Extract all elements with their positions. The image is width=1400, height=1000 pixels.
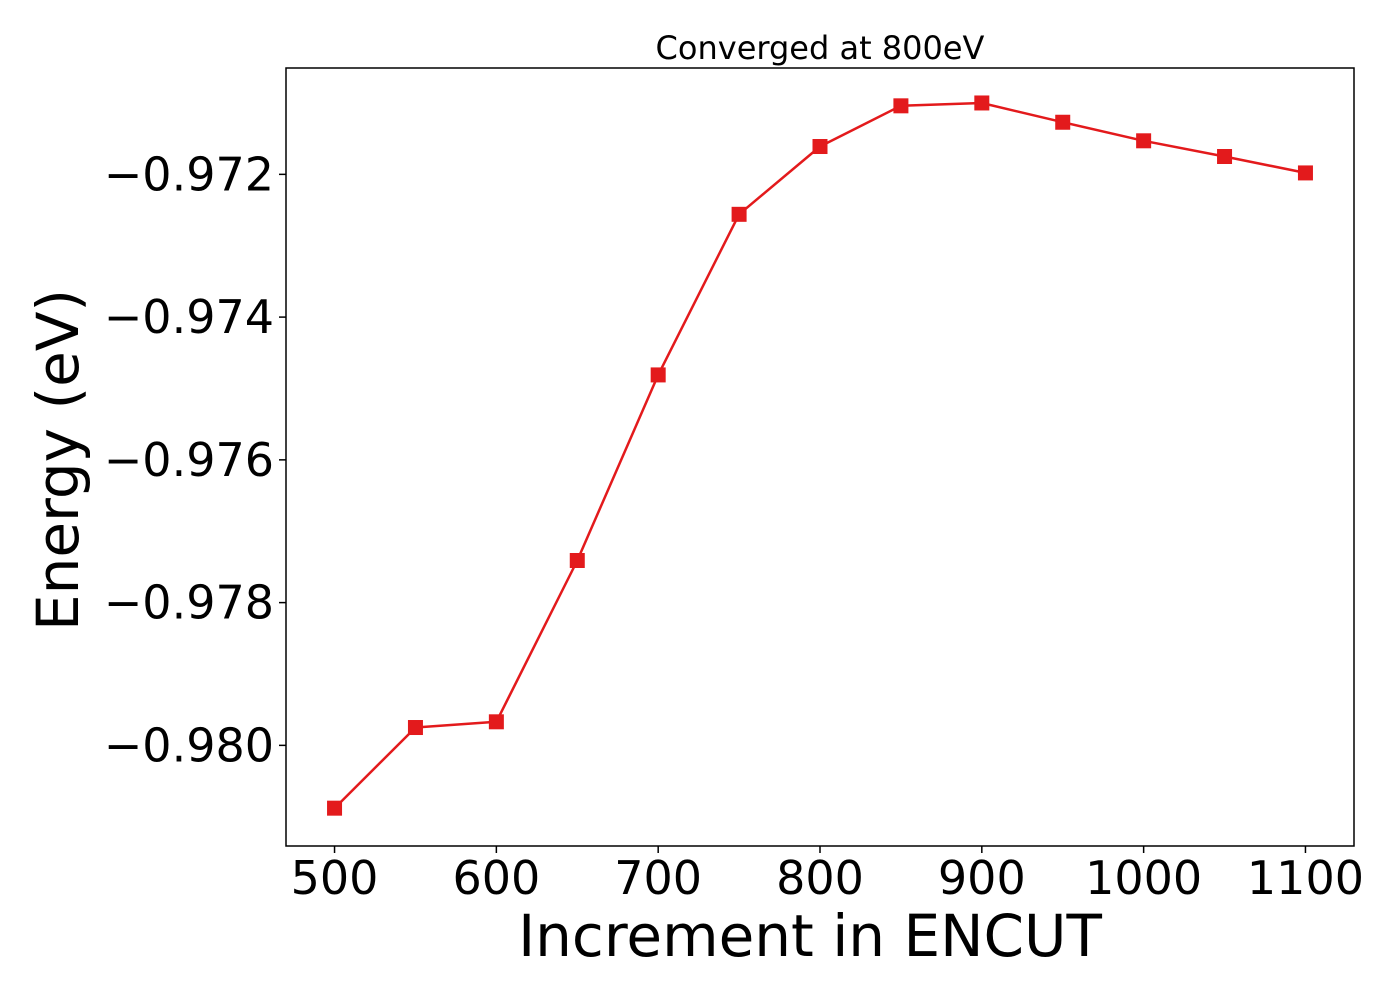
- data-point-marker: [893, 98, 909, 114]
- chart-title: Converged at 800eV: [656, 29, 985, 67]
- data-point-marker: [974, 95, 990, 111]
- data-point-marker: [488, 714, 504, 730]
- data-point-marker: [812, 139, 828, 155]
- data-point-marker: [1136, 133, 1152, 149]
- data-point-marker: [569, 552, 585, 568]
- data-point-marker: [731, 206, 747, 222]
- y-tick-label: −0.980: [104, 718, 274, 772]
- data-point-marker: [1217, 149, 1233, 165]
- x-tick-label: 500: [291, 851, 379, 905]
- y-tick-label: −0.974: [104, 290, 274, 344]
- y-tick-label: −0.972: [104, 147, 274, 201]
- y-tick-label: −0.976: [104, 433, 274, 487]
- data-point-marker: [1055, 114, 1071, 130]
- x-tick-label: 700: [614, 851, 702, 905]
- y-axis: −0.972 −0.974 −0.976 −0.978 −0.980: [104, 147, 286, 772]
- x-tick-label: 1100: [1247, 851, 1364, 905]
- data-point-marker: [1297, 165, 1313, 181]
- x-tick-label: 600: [452, 851, 540, 905]
- x-tick-label: 800: [776, 851, 864, 905]
- x-axis-label: Increment in ENCUT: [518, 902, 1102, 970]
- x-axis: 500 600 700 800 900 1000 1100: [291, 846, 1364, 905]
- y-tick-label: −0.978: [104, 576, 274, 630]
- series-layer: [327, 95, 1313, 816]
- y-axis-label: Energy (eV): [24, 289, 92, 631]
- x-tick-label: 1000: [1085, 851, 1202, 905]
- x-tick-label: 900: [938, 851, 1026, 905]
- data-point-marker: [650, 367, 666, 383]
- data-point-marker: [327, 800, 343, 816]
- data-point-marker: [407, 720, 423, 736]
